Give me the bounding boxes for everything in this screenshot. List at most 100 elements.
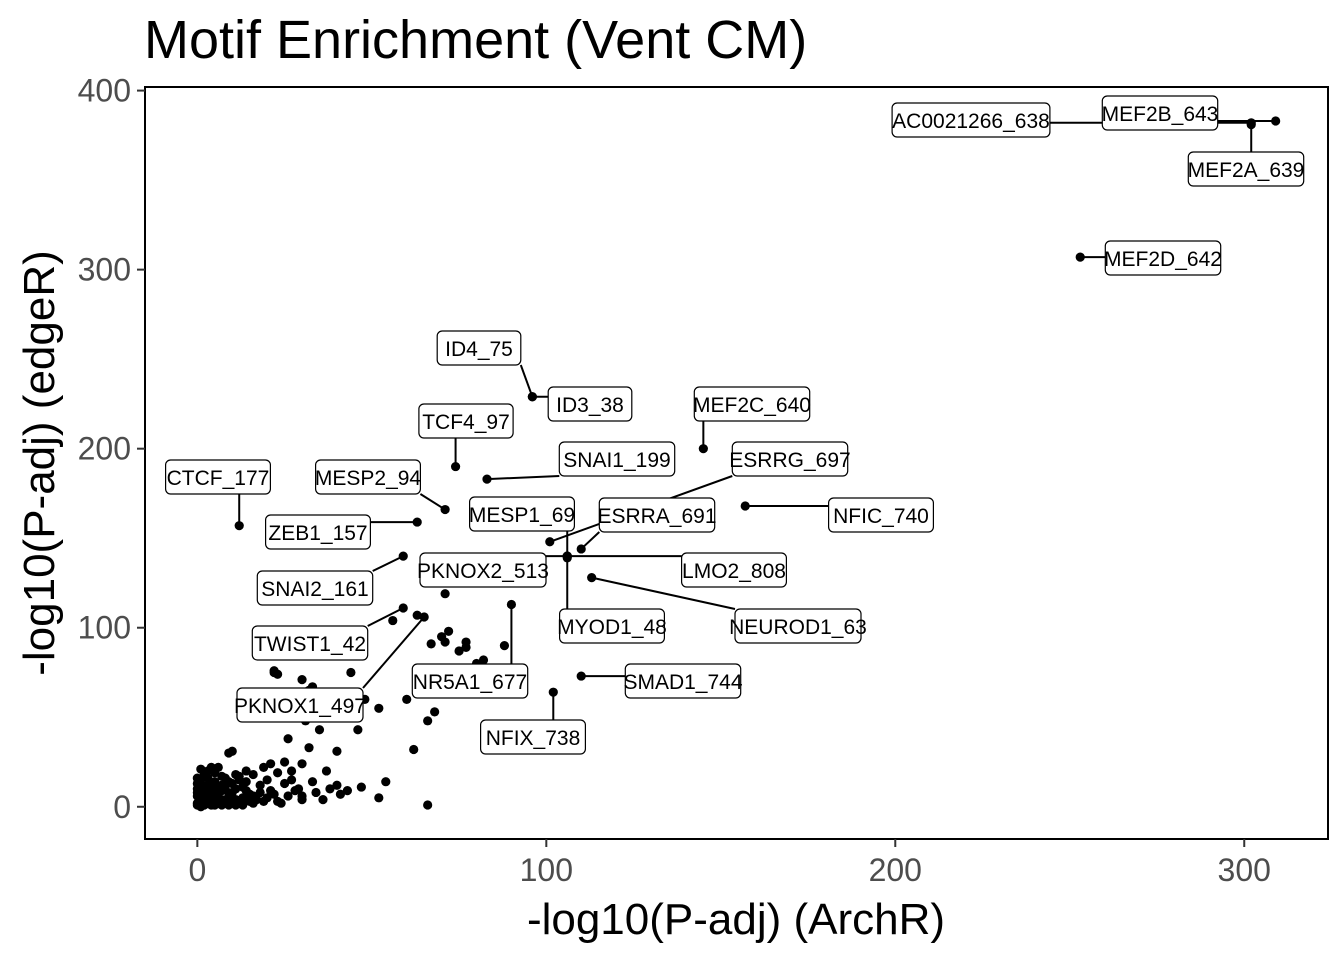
label-leader-line: [372, 555, 404, 572]
point-label-box: [558, 441, 676, 477]
data-point: [196, 793, 206, 803]
data-point: [388, 615, 398, 626]
point-label-text: MEF2B_643: [1102, 103, 1219, 126]
data-point: [286, 775, 297, 785]
point-label-text: SNAI1_199: [563, 449, 670, 472]
data-point: [273, 669, 283, 679]
data-point: [409, 744, 419, 755]
point-label-box: [251, 625, 369, 661]
data-points: [192, 116, 1281, 812]
point-label: SNAI2_161: [256, 570, 374, 606]
point-label-box: [693, 386, 811, 422]
label-leader-line: [519, 364, 534, 398]
data-point: [332, 780, 342, 790]
label-leader-line: [591, 576, 736, 610]
point-label-box: [436, 330, 522, 366]
x-tick-label: 100: [520, 852, 573, 888]
data-point: [297, 675, 307, 685]
labeled-data-point: [545, 537, 555, 547]
data-point: [318, 795, 328, 805]
data-point: [499, 641, 510, 651]
label-leader-line: [362, 616, 425, 689]
y-axis-title: -log10(P-adj) (edgeR): [15, 250, 64, 676]
x-tick-label: 200: [869, 852, 922, 888]
point-label-text: MEF2C_640: [693, 394, 811, 417]
point-label-box: [680, 552, 787, 588]
point-label: ZEB1_157: [265, 514, 372, 550]
point-label-box: [558, 608, 665, 644]
point-label-text: MEF2A_639: [1188, 159, 1305, 182]
data-point: [248, 798, 258, 808]
point-label-box: [734, 608, 862, 644]
data-point: [297, 791, 307, 801]
label-leader-line: [419, 493, 446, 511]
data-point: [210, 784, 220, 794]
data-point: [342, 786, 353, 796]
label-leader-line: [580, 531, 600, 550]
point-label: MESP2_94: [315, 459, 422, 495]
point-label-box: [236, 687, 364, 723]
data-point: [478, 655, 489, 665]
data-point: [423, 716, 433, 726]
data-point: [227, 746, 237, 756]
point-label: AC0021266_638: [891, 102, 1051, 138]
x-tick-label: 300: [1218, 852, 1271, 888]
x-axis-title: -log10(P-adj) (ArchR): [527, 895, 945, 944]
y-tick-label: 0: [113, 789, 131, 825]
data-point: [283, 734, 293, 744]
data-point: [454, 646, 464, 656]
y-tick-label: 200: [78, 431, 131, 467]
point-label-box: [419, 552, 547, 588]
point-label: CTCF_177: [165, 459, 272, 495]
data-point: [307, 777, 318, 787]
point-label: MEF2B_643: [1101, 95, 1219, 131]
point-label: ESRRG_697: [729, 441, 851, 477]
point-label-box: [1101, 95, 1219, 131]
point-label: SNAI1_199: [558, 441, 676, 477]
data-point: [374, 703, 384, 713]
data-point: [203, 787, 213, 798]
data-point: [374, 793, 384, 803]
point-label-text: SNAI2_161: [261, 578, 368, 601]
data-point: [259, 762, 269, 772]
chart-title: Motif Enrichment (Vent CM): [144, 10, 807, 70]
point-label: TWIST1_42: [251, 625, 369, 661]
point-label-box: [265, 514, 372, 550]
data-point: [311, 787, 321, 798]
point-label: MEF2D_642: [1104, 240, 1222, 276]
data-point: [248, 769, 258, 780]
data-point: [206, 762, 216, 772]
data-point: [440, 589, 450, 599]
point-label-text: NFIC_740: [833, 505, 929, 528]
point-label-text: MEF2D_642: [1104, 248, 1222, 271]
data-point: [423, 800, 433, 810]
point-label-box: [315, 459, 422, 495]
point-label-text: ID4_75: [445, 338, 513, 361]
y-tick-label: 300: [78, 252, 131, 288]
point-label: PKNOX1_497: [234, 687, 366, 723]
data-point: [314, 725, 325, 735]
axis-ticks: 0 100 200 300 0 100 200 300 400: [78, 73, 1271, 888]
point-label-box: [547, 386, 633, 422]
point-label-box: [411, 663, 529, 699]
point-label-text: TWIST1_42: [254, 633, 366, 656]
point-label: TCF4_97: [418, 403, 514, 439]
point-label-text: MYOD1_48: [557, 616, 667, 639]
data-point: [332, 746, 342, 756]
point-label: MEF2A_639: [1188, 151, 1305, 187]
label-leader-line: [367, 607, 404, 627]
data-point: [276, 798, 286, 808]
data-point: [262, 793, 272, 803]
point-label-box: [256, 570, 374, 606]
data-point: [321, 766, 332, 776]
data-point: [234, 775, 244, 785]
point-label: MYOD1_48: [557, 608, 667, 644]
data-point: [262, 775, 272, 785]
point-label-box: [731, 441, 849, 477]
data-point: [217, 780, 227, 790]
data-point: [241, 766, 251, 776]
data-point: [402, 694, 412, 704]
point-label-text: TCF4_97: [422, 411, 510, 434]
point-label-box: [624, 663, 742, 699]
data-point: [255, 780, 265, 790]
